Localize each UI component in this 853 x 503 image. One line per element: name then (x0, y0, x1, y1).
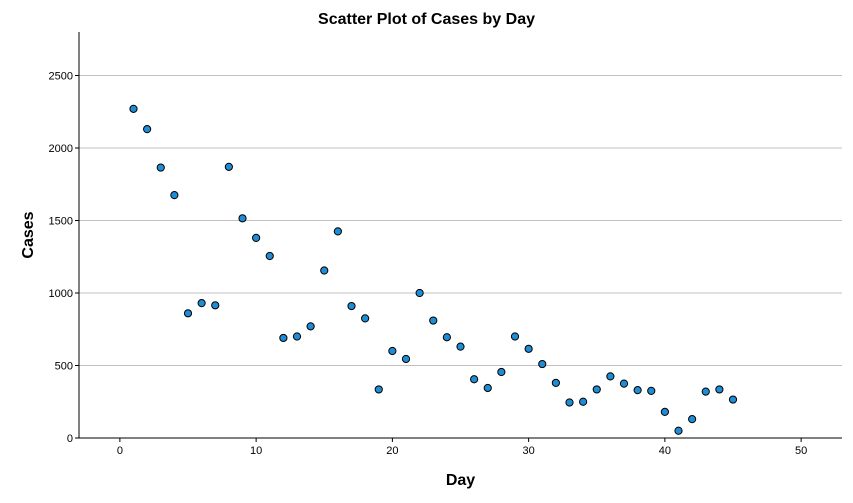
data-point (483, 383, 492, 393)
data-point (265, 251, 274, 261)
data-point (538, 359, 547, 369)
y-axis-title: Cases (20, 211, 37, 258)
data-point (510, 332, 520, 341)
data-point (211, 301, 220, 310)
y-tick-label: 0 (67, 433, 73, 445)
data-point (183, 309, 193, 318)
data-point (524, 344, 533, 353)
data-point (565, 398, 574, 407)
x-tick-labels: 0 10 20 30 40 50 (117, 438, 807, 457)
chart-title: Scatter Plot of Cases by Day (318, 11, 535, 28)
data-point (633, 386, 642, 395)
data-point (320, 266, 329, 275)
data-point (728, 395, 738, 404)
data-point (715, 385, 724, 394)
data-point (306, 322, 315, 331)
x-tick-label: 30 (523, 445, 535, 457)
data-point (129, 104, 138, 113)
data-point (606, 372, 615, 381)
data-point (660, 407, 669, 416)
y-tick-label: 2000 (49, 143, 73, 155)
data-point (688, 415, 697, 424)
y-tick-labels: 0 500 1000 1500 2000 2500 (49, 71, 79, 445)
gridlines (79, 75, 842, 366)
data-point (429, 316, 438, 325)
data-point (388, 346, 397, 356)
y-tick-label: 1000 (49, 288, 73, 300)
x-tick-label: 10 (250, 445, 262, 457)
data-point (592, 385, 601, 394)
data-point (701, 387, 710, 396)
data-point (442, 333, 451, 342)
x-axis-title: Day (446, 472, 475, 489)
x-tick-label: 50 (795, 445, 807, 457)
data-point (252, 233, 261, 242)
data-point (279, 333, 288, 343)
data-point (619, 379, 629, 388)
y-tick-label: 1500 (49, 216, 73, 228)
data-point (456, 342, 465, 351)
data-point (292, 332, 302, 341)
data-point (674, 426, 683, 435)
data-point (224, 162, 233, 171)
axes (78, 32, 842, 439)
data-point (156, 163, 165, 172)
x-tick-label: 40 (659, 445, 671, 457)
y-tick-label: 500 (55, 361, 73, 373)
data-point (170, 191, 179, 200)
x-tick-label: 20 (386, 445, 398, 457)
y-tick-label: 2500 (49, 71, 73, 83)
data-point (470, 375, 479, 384)
data-point (347, 301, 356, 311)
x-tick-label: 0 (117, 445, 123, 457)
data-point (579, 397, 588, 406)
data-points (129, 104, 738, 435)
data-point (401, 354, 411, 364)
data-point (361, 314, 370, 323)
data-point (551, 378, 560, 387)
data-point (374, 385, 383, 394)
data-point (197, 299, 206, 308)
data-point (647, 386, 656, 395)
data-point (415, 288, 424, 298)
data-point (497, 367, 506, 377)
data-point (238, 214, 247, 223)
data-point (143, 125, 152, 134)
data-point (333, 227, 342, 236)
